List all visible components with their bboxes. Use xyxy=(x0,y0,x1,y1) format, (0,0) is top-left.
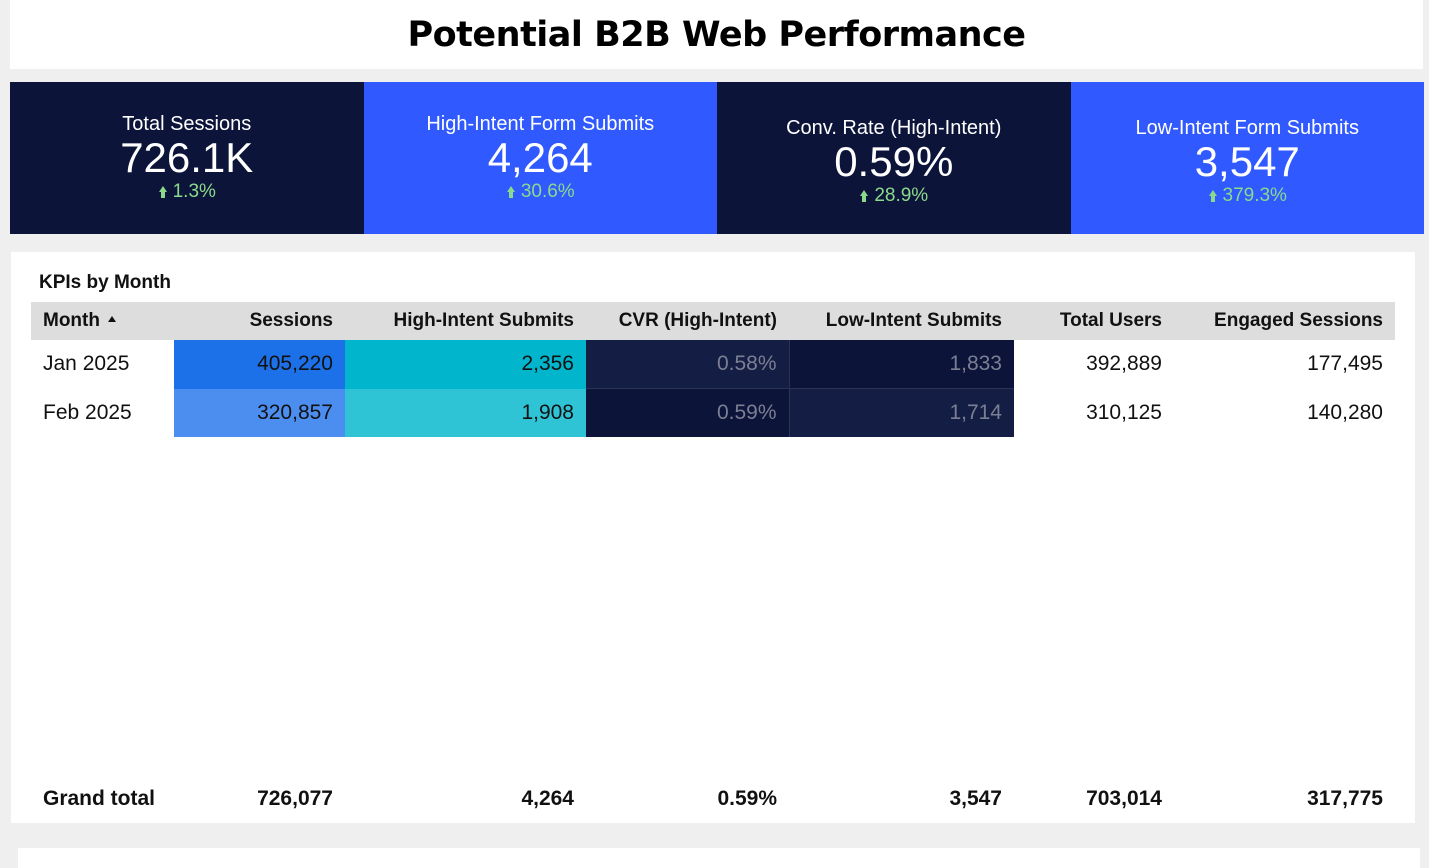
cell-low-intent: 1,833 xyxy=(788,340,1014,389)
grand-total-cvr: 0.59% xyxy=(717,787,777,810)
cell-total-users: 392,889 xyxy=(1086,352,1162,376)
kpi-value: 0.59% xyxy=(834,138,954,185)
cell-cvr: 0.59% xyxy=(586,388,789,437)
kpi-value: 726.1K xyxy=(120,134,254,181)
kpi-delta-value: 28.9% xyxy=(874,185,929,206)
cell-total-users: 310,125 xyxy=(1086,400,1162,424)
column-header-total-users[interactable]: Total Users xyxy=(1014,302,1174,340)
kpi-delta: 28.9% xyxy=(859,185,928,207)
cell-engaged-sessions: 140,280 xyxy=(1307,400,1383,424)
next-panel xyxy=(18,848,1420,868)
kpi-delta-value: 1.3% xyxy=(172,181,216,202)
arrow-up-icon xyxy=(1208,190,1218,202)
column-header-cvr[interactable]: CVR (High-Intent) xyxy=(586,302,789,340)
kpi-delta: 1.3% xyxy=(158,181,216,203)
column-header-low-intent[interactable]: Low-Intent Submits xyxy=(789,302,1014,340)
table-row[interactable]: Jan 2025 405,220 2,356 0.58% 1,833 392,8… xyxy=(31,340,1395,389)
kpi-label: Low-Intent Form Submits xyxy=(1135,117,1359,139)
kpi-label: High-Intent Form Submits xyxy=(426,113,655,135)
arrow-up-icon xyxy=(859,190,869,202)
grand-total-sessions: 726,077 xyxy=(257,787,333,810)
table-row[interactable]: Feb 2025 320,857 1,908 0.59% 1,714 310,1… xyxy=(31,388,1395,437)
arrow-up-icon xyxy=(506,186,516,198)
kpi-conv-rate[interactable]: Conv. Rate (High-Intent) 0.59% 28.9% xyxy=(717,82,1071,234)
kpi-scorecards: Total Sessions 726.1K 1.3% High-Intent F… xyxy=(10,82,1424,234)
kpi-label: Conv. Rate (High-Intent) xyxy=(786,117,1002,139)
kpi-delta: 30.6% xyxy=(506,181,575,203)
grand-total-total-users: 703,014 xyxy=(1086,787,1162,810)
title-bar: Potential B2B Web Performance xyxy=(10,0,1423,69)
cell-engaged-sessions: 177,495 xyxy=(1307,352,1383,376)
kpi-delta-value: 379.3% xyxy=(1222,185,1287,206)
grand-total-low-intent: 3,547 xyxy=(949,787,1002,810)
kpi-low-intent-submits[interactable]: Low-Intent Form Submits 3,547 379.3% xyxy=(1070,82,1424,234)
table-header-row: Month Sessions High-Intent Submits CVR (… xyxy=(31,302,1395,340)
grand-total-label: Grand total xyxy=(43,787,156,810)
cell-month: Jan 2025 xyxy=(43,352,130,376)
sort-ascending-icon[interactable] xyxy=(107,315,116,322)
column-header-sessions[interactable]: Sessions xyxy=(174,302,345,340)
cell-low-intent: 1,714 xyxy=(788,388,1014,437)
table-title: KPIs by Month xyxy=(39,272,171,293)
kpi-high-intent-submits[interactable]: High-Intent Form Submits 4,264 30.6% xyxy=(363,82,717,234)
cell-cvr: 0.58% xyxy=(586,340,789,389)
grand-total-table: Grand total 726,077 4,264 0.59% 3,547 70… xyxy=(31,782,1395,816)
kpi-total-sessions[interactable]: Total Sessions 726.1K 1.3% xyxy=(10,82,364,234)
grand-total-engaged-sessions: 317,775 xyxy=(1307,787,1383,810)
cell-sessions: 320,857 xyxy=(174,388,345,437)
cell-month: Feb 2025 xyxy=(43,400,132,424)
grand-total-row: Grand total 726,077 4,264 0.59% 3,547 70… xyxy=(31,782,1395,816)
cell-sessions: 405,220 xyxy=(174,340,345,389)
cell-high-intent: 2,356 xyxy=(345,340,586,389)
kpi-value: 3,547 xyxy=(1194,138,1300,185)
kpi-delta-value: 30.6% xyxy=(520,181,575,202)
grand-total-high-intent: 4,264 xyxy=(521,787,574,810)
column-header-label: Month xyxy=(43,310,100,331)
page-title: Potential B2B Web Performance xyxy=(407,14,1026,55)
arrow-up-icon xyxy=(158,186,168,198)
column-header-engaged-sessions[interactable]: Engaged Sessions xyxy=(1174,302,1395,340)
column-header-month[interactable]: Month xyxy=(31,302,174,340)
kpis-table: Month Sessions High-Intent Submits CVR (… xyxy=(31,302,1395,437)
kpi-delta: 379.3% xyxy=(1208,185,1287,207)
kpis-by-month-panel: KPIs by Month Month Sessions High-Intent… xyxy=(11,252,1415,823)
column-header-high-intent[interactable]: High-Intent Submits xyxy=(345,302,586,340)
kpi-label: Total Sessions xyxy=(122,113,252,135)
cell-high-intent: 1,908 xyxy=(345,388,586,437)
kpi-value: 4,264 xyxy=(487,134,593,181)
